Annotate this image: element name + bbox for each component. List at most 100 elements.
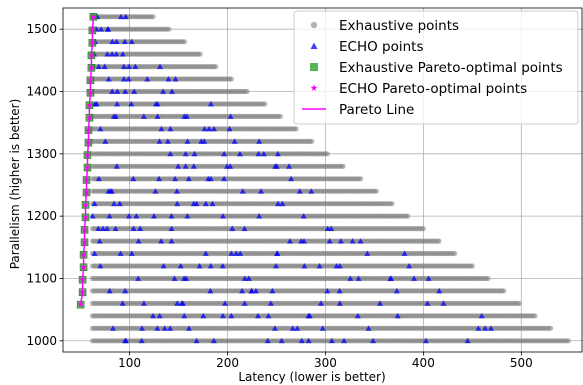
echo-pareto-point xyxy=(89,39,96,46)
echo-point xyxy=(122,337,129,344)
echo-point xyxy=(221,175,228,182)
echo-point xyxy=(156,138,163,144)
echo-point xyxy=(333,263,340,269)
exhaustive-point xyxy=(389,201,395,207)
echo-point xyxy=(181,312,188,319)
echo-point xyxy=(269,287,276,294)
legend-label: Exhaustive points xyxy=(339,18,459,34)
echo-point xyxy=(401,250,408,256)
exhaustive-points xyxy=(89,14,571,344)
echo-point xyxy=(173,188,180,194)
pareto-line xyxy=(79,16,95,305)
exhaustive-point xyxy=(358,176,364,182)
echo-point xyxy=(422,337,429,344)
legend: Exhaustive points ECHO points Exhaustive P… xyxy=(293,10,579,125)
echo-point xyxy=(236,150,243,157)
echo-point xyxy=(104,26,111,32)
echo-point xyxy=(154,325,161,331)
echo-point xyxy=(388,275,395,281)
exhaustive-point xyxy=(228,76,234,82)
echo-point xyxy=(273,163,280,169)
echo-point xyxy=(300,213,307,219)
echo-point xyxy=(464,337,471,344)
exhaustive-point xyxy=(244,88,250,95)
echo-point xyxy=(324,287,331,294)
echo-point xyxy=(279,200,286,207)
exhaustive-point xyxy=(277,113,283,119)
echo-point xyxy=(122,13,129,20)
exhaustive-point xyxy=(262,101,268,107)
legend-entry: Exhaustive Pareto-optimal points xyxy=(310,60,563,76)
echo-point xyxy=(168,225,175,232)
echo-point xyxy=(319,325,326,331)
echo-point xyxy=(365,325,372,331)
echo-point xyxy=(406,263,413,269)
echo-point xyxy=(117,250,124,256)
legend-entry: ECHO Pareto-optimal points xyxy=(310,81,527,97)
exhaustive-point xyxy=(485,275,491,282)
exhaustive-point xyxy=(501,288,507,294)
echo-point xyxy=(183,275,190,281)
echo-point xyxy=(256,138,263,144)
echo-point xyxy=(316,263,323,269)
echo-point xyxy=(174,200,181,207)
echo-point xyxy=(121,38,128,45)
y-tick-label: 1300 xyxy=(26,147,57,161)
echo-point xyxy=(211,125,218,132)
legend-entry: ECHO points xyxy=(310,39,424,55)
echo-pareto-point xyxy=(77,301,84,308)
echo-point xyxy=(139,325,146,331)
echo-point xyxy=(425,275,432,281)
echo-point xyxy=(274,250,281,256)
echo-point xyxy=(222,300,229,306)
echo-point xyxy=(109,51,116,57)
echo-point xyxy=(355,275,362,281)
echo-point xyxy=(273,263,280,269)
echo-point xyxy=(130,175,137,182)
echo-point xyxy=(95,225,102,232)
echo-pareto-point xyxy=(79,276,86,283)
echo-point xyxy=(96,238,103,244)
echo-pareto-point xyxy=(82,214,89,220)
echo-point xyxy=(226,125,233,132)
echo-point xyxy=(183,113,190,119)
echo-point xyxy=(364,250,371,256)
echo-point xyxy=(150,213,157,219)
echo-point xyxy=(101,63,108,69)
x-tick-label: 500 xyxy=(510,356,533,370)
echo-pareto-point xyxy=(88,52,95,58)
exhaustive-point xyxy=(340,163,346,169)
echo-point xyxy=(349,238,356,244)
echo-point xyxy=(105,76,112,82)
echo-point xyxy=(152,188,159,194)
echo-point xyxy=(114,100,121,107)
echo-point xyxy=(135,275,142,281)
y-tick-label: 1400 xyxy=(26,85,57,99)
echo-point xyxy=(165,76,172,82)
echo-pareto-point xyxy=(79,289,86,295)
echo-point xyxy=(337,238,344,244)
legend-triangle-marker xyxy=(310,42,318,49)
x-tick-label: 300 xyxy=(314,356,337,370)
echo-point xyxy=(193,337,200,344)
echo-point xyxy=(347,275,354,281)
x-axis-label: Latency (lower is better) xyxy=(238,370,385,384)
echo-point xyxy=(113,163,120,169)
echo-point xyxy=(128,38,135,45)
echo-point xyxy=(245,275,252,281)
echo-point xyxy=(233,250,240,256)
echo-point xyxy=(128,100,135,107)
echo-point xyxy=(106,287,113,294)
legend-entry: Pareto Line xyxy=(302,102,414,118)
exhaustive-point xyxy=(166,26,172,32)
echo-pareto-point xyxy=(81,239,88,245)
echo-point xyxy=(184,213,191,219)
echo-point xyxy=(185,175,192,182)
exhaustive-point xyxy=(532,313,538,319)
echo-point xyxy=(130,225,137,232)
echo-point xyxy=(328,337,335,344)
exhaustive-point xyxy=(469,263,475,269)
echo-point xyxy=(294,325,301,331)
exhaustive-point xyxy=(420,226,426,232)
